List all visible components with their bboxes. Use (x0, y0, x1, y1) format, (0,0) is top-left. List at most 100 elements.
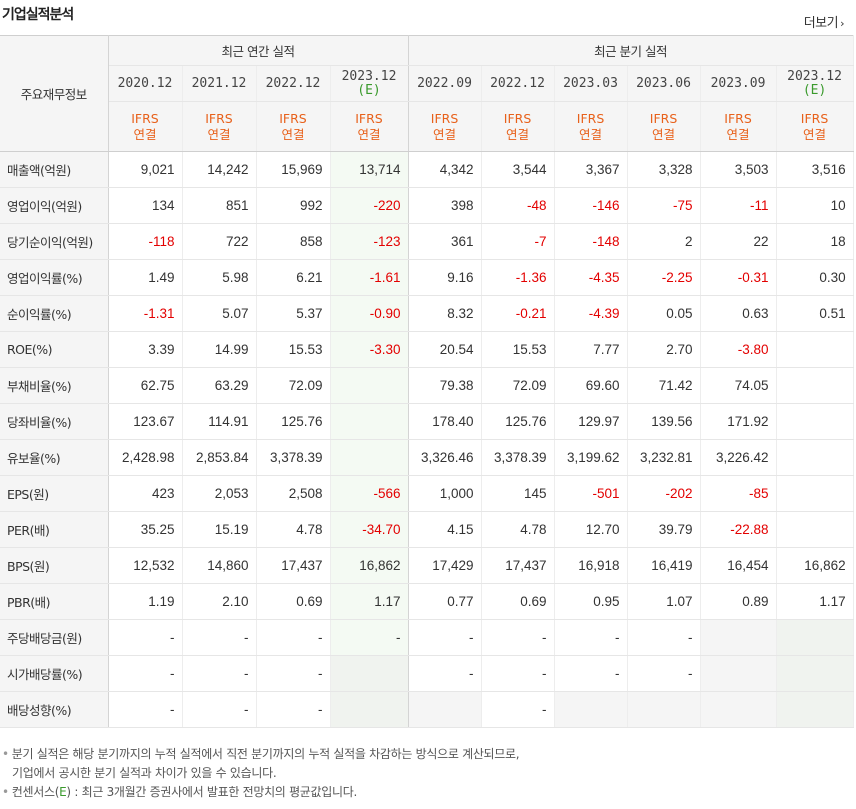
basis-header: IFRS 연결 (256, 101, 331, 152)
table-cell (700, 619, 777, 656)
table-cell: 2,508 (256, 475, 331, 512)
table-cell (776, 691, 854, 728)
row-label: 영업이익률(%) (0, 259, 109, 296)
table-cell (330, 439, 409, 476)
table-cell: -11 (700, 187, 777, 224)
bullet-icon: • (2, 785, 9, 799)
table-row: EPS(원) 423 2,053 2,508 -566 1,000 145 -501 -202-… (0, 475, 854, 512)
table-cell: -118 (108, 223, 183, 260)
table-cell: 16,454 (700, 547, 777, 584)
period-header: 2023.09 (700, 65, 777, 102)
table-cell (776, 403, 854, 440)
table-cell: -501 (554, 475, 628, 512)
period-label: 2023.09 (710, 76, 766, 91)
basis-consolidated: 연결 (803, 126, 827, 142)
row-label: 부채비율(%) (0, 367, 109, 404)
table-cell: 79.38 (408, 367, 482, 404)
table-cell: -2.25 (627, 259, 701, 296)
table-cell: -75 (627, 187, 701, 224)
table-cell: 3,326.46 (408, 439, 482, 476)
period-header: 2020.12 (108, 65, 183, 102)
basis-consolidated: 연결 (133, 126, 157, 142)
table-cell: 14,860 (182, 547, 257, 584)
more-link[interactable]: 더보기 › (804, 12, 845, 31)
table-cell: 0.63 (700, 295, 777, 332)
table-cell: 72.09 (481, 367, 555, 404)
table-cell: -220 (330, 187, 409, 224)
period-header: 2022.12 (481, 65, 555, 102)
basis-consolidated: 연결 (207, 126, 231, 142)
table-cell: 4.78 (481, 511, 555, 548)
basis-ifrs: IFRS (355, 110, 383, 126)
table-cell: 3,378.39 (256, 439, 331, 476)
table-cell: 39.79 (627, 511, 701, 548)
table-cell (776, 511, 854, 548)
row-label: 주당배당금(원) (0, 619, 109, 656)
table-cell: 125.76 (481, 403, 555, 440)
table-cell: 123.67 (108, 403, 183, 440)
table-cell: -123 (330, 223, 409, 260)
basis-consolidated: 연결 (506, 126, 530, 142)
basis-consolidated: 연결 (357, 126, 381, 142)
table-cell: -1.61 (330, 259, 409, 296)
table-cell (776, 367, 854, 404)
period-label: 2022.09 (417, 76, 472, 91)
corner-label: 주요재무정보 (0, 35, 109, 152)
table-cell: - (408, 619, 482, 656)
period-label: 2022.12 (265, 76, 321, 91)
basis-header: IFRS 연결 (700, 101, 777, 152)
table-cell: 5.37 (256, 295, 331, 332)
table-cell: - (481, 619, 555, 656)
table-row: 배당성향(%) - - - - (0, 691, 854, 728)
period-label: 2023.12 (341, 69, 397, 84)
basis-header: IFRS 연결 (330, 101, 409, 152)
table-cell: 63.29 (182, 367, 257, 404)
table-cell: 3,367 (554, 151, 628, 188)
basis-header: IFRS 연결 (627, 101, 701, 152)
table-cell: - (108, 655, 183, 692)
group-quarter-header: 최근 분기 실적 (408, 35, 854, 66)
table-cell: 7.77 (554, 331, 628, 368)
basis-consolidated: 연결 (281, 126, 305, 142)
table-cell: -4.39 (554, 295, 628, 332)
estimate-mark: (E) (357, 83, 381, 98)
table-cell: - (182, 691, 257, 728)
table-row: 매출액(억원) 9,021 14,242 15,969 13,714 4,342 3,544… (0, 151, 854, 188)
table-cell (700, 691, 777, 728)
table-cell: -3.80 (700, 331, 777, 368)
table-cell: 722 (182, 223, 257, 260)
table-cell: 361 (408, 223, 482, 260)
table-cell: -4.35 (554, 259, 628, 296)
basis-ifrs: IFRS (649, 110, 678, 126)
period-label: 2022.12 (490, 76, 545, 91)
basis-consolidated: 연결 (433, 126, 457, 142)
table-cell: 139.56 (627, 403, 701, 440)
row-label: 시가배당률(%) (0, 655, 109, 692)
table-cell: 2,853.84 (182, 439, 257, 476)
table-row: 주당배당금(원) - - - - - - - - (0, 619, 854, 656)
table-cell: 1.17 (776, 583, 854, 620)
basis-ifrs: IFRS (131, 110, 159, 126)
table-cell: 0.30 (776, 259, 854, 296)
table-cell: -1.31 (108, 295, 183, 332)
table-cell: 10 (776, 187, 854, 224)
table-cell (776, 475, 854, 512)
note-line-2: 기업에서 공시한 분기 실적과 차이가 있을 수 있습니다. (12, 766, 277, 780)
chevron-right-icon: › (840, 17, 844, 30)
table-row: 영업이익(억원) 134 851 992 -220 398 -48 -146 -75 -11 10 (0, 187, 854, 224)
basis-ifrs: IFRS (205, 110, 233, 126)
table-cell: 15,969 (256, 151, 331, 188)
row-label: PER(배) (0, 511, 109, 548)
period-label: 2023.12 (787, 69, 842, 84)
table-cell (330, 691, 409, 728)
table-cell: 2,053 (182, 475, 257, 512)
table-cell (627, 691, 701, 728)
table-cell (776, 331, 854, 368)
table-cell: 74.05 (700, 367, 777, 404)
table-cell: 15.19 (182, 511, 257, 548)
table-cell: 0.69 (481, 583, 555, 620)
table-cell: 17,437 (481, 547, 555, 584)
table-cell: 6.21 (256, 259, 331, 296)
basis-header: IFRS 연결 (108, 101, 183, 152)
note-line-3-prefix: 컨센서스( (11, 785, 60, 799)
